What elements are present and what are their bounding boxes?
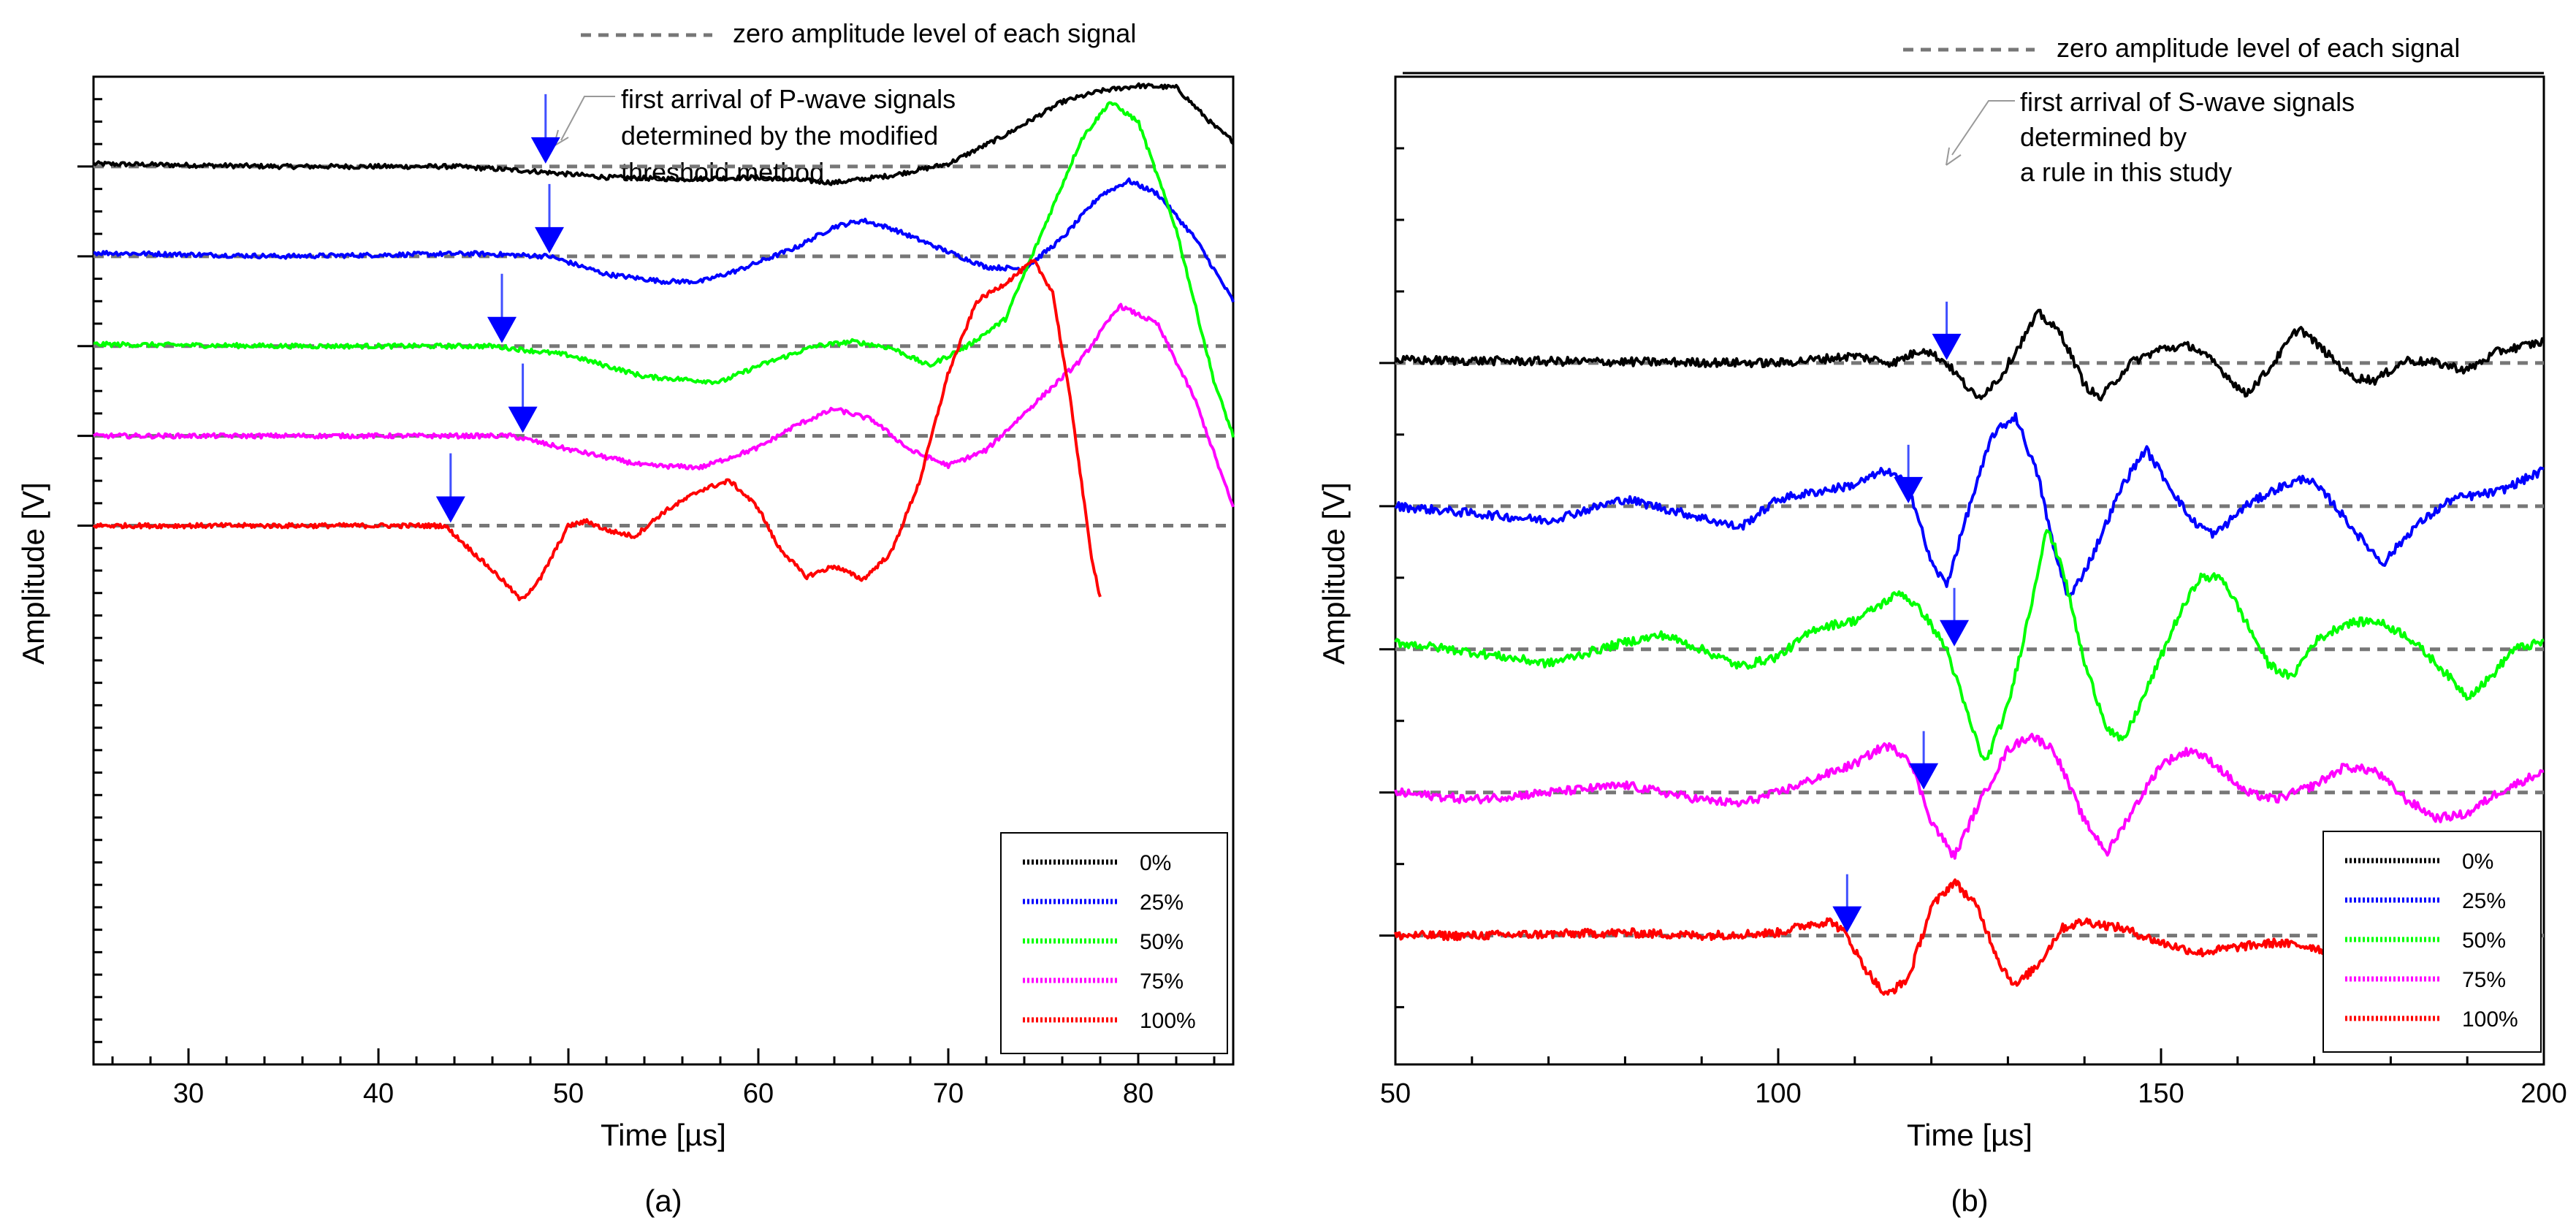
panel-b-series-50%: [1394, 529, 2545, 761]
panel-b-arrival-arrow-75%: [1909, 763, 1939, 790]
panel-a-legend-label-100%: 100%: [1140, 1009, 1196, 1033]
panel-a-arrival-note-line-1: first arrival of P-wave signals: [621, 84, 956, 114]
panel-a-series-0%: [92, 82, 1235, 186]
panel-b-legend-label-25%: 25%: [2462, 889, 2506, 913]
panel-a-arrival-arrow-25%: [535, 226, 564, 254]
panel-b-arrival-arrow-25%: [1894, 476, 1924, 503]
panel-a: zero amplitude level of each signal firs…: [16, 18, 1235, 1218]
panel-a-series-75%: [92, 302, 1235, 508]
panel-b-x-tick-label: 150: [2138, 1078, 2184, 1109]
panel-a-axes: 30 40 50 60 70 80: [77, 75, 1216, 1109]
panel-a-x-axis-title: Time [µs]: [601, 1118, 726, 1152]
panel-b-axes: 50 100 150 200: [1379, 75, 2567, 1109]
panel-a-x-tick-label: 60: [743, 1078, 774, 1109]
panel-b-arrival-note-line-3: a rule in this study: [2020, 157, 2232, 187]
panel-a-series-100%: [92, 259, 1102, 601]
panel-b-series-0%: [1394, 308, 2545, 402]
panel-b-arrival-note-line-1: first arrival of S-wave signals: [2020, 87, 2355, 117]
panel-a-zero-note: zero amplitude level of each signal: [581, 18, 1136, 48]
panel-a-zero-note-text: zero amplitude level of each signal: [733, 18, 1136, 48]
panel-a-arrival-note-line-2: determined by the modified: [621, 121, 938, 150]
panel-b-x-tick-label: 100: [1755, 1078, 1801, 1109]
panel-b-legend-label-50%: 50%: [2462, 929, 2506, 953]
panel-b-arrival-leader: [1951, 100, 2015, 156]
panel-b-x-tick-label: 50: [1380, 1078, 1411, 1109]
panel-a-legend-label-75%: 75%: [1140, 969, 1184, 994]
panel-a-legend-label-25%: 25%: [1140, 891, 1184, 915]
panel-b-y-axis-title: Amplitude [V]: [1316, 482, 1351, 665]
panel-b-arrival-arrow-0%: [1932, 333, 1962, 360]
panel-a-x-tick-label: 50: [553, 1078, 584, 1109]
panel-a-arrival-note: first arrival of P-wave signals determin…: [553, 84, 956, 187]
panel-a-y-axis-title: Amplitude [V]: [16, 482, 50, 665]
panel-b-arrival-arrow-100%: [1832, 906, 1862, 933]
panel-a-legend: 0% 25% 50% 75% 100%: [1000, 832, 1228, 1054]
panel-a-arrival-arrow-0%: [530, 137, 560, 164]
panel-a-arrival-arrow-50%: [487, 316, 517, 343]
panel-a-legend-box: [1000, 832, 1228, 1054]
panel-b-arrival-arrow-50%: [1940, 620, 1970, 647]
panel-b-series-75%: [1394, 733, 2545, 860]
panel-a-arrival-leader: [560, 96, 615, 141]
panel-b-zero-note-text: zero amplitude level of each signal: [2057, 33, 2460, 63]
panel-a-x-tick-label: 80: [1123, 1078, 1154, 1109]
panel-b-legend-label-75%: 75%: [2462, 968, 2506, 992]
panel-a-x-tick-label: 40: [363, 1078, 394, 1109]
panel-b: zero amplitude level of each signal firs…: [1316, 33, 2567, 1218]
panel-a-series-25%: [93, 177, 1235, 303]
panel-a-arrival-note-line-3: threshold method: [621, 157, 824, 187]
panel-a-arrival-arrows: [435, 94, 564, 523]
panel-b-arrival-note: first arrival of S-wave signals determin…: [1946, 87, 2355, 187]
panel-a-series-50%: [93, 101, 1235, 438]
panel-b-caption: (b): [1951, 1184, 1988, 1218]
panel-a-legend-label-50%: 50%: [1140, 930, 1184, 954]
panel-a-arrival-arrow-75%: [508, 406, 538, 433]
panel-b-series-100%: [1394, 878, 2339, 996]
panel-a-legend-label-0%: 0%: [1140, 851, 1171, 875]
panel-b-plot-frame: [1394, 75, 2545, 1066]
panel-b-series-25%: [1394, 412, 2545, 598]
panel-a-x-tick-label: 70: [933, 1078, 964, 1109]
panel-b-arrival-note-line-2: determined by: [2020, 122, 2187, 152]
panel-a-arrival-arrow-100%: [435, 496, 465, 523]
panel-b-x-tick-label: 200: [2520, 1078, 2567, 1109]
panel-b-legend-label-0%: 0%: [2462, 850, 2493, 874]
panel-b-zero-note: zero amplitude level of each signal: [1403, 33, 2544, 75]
panel-b-arrival-arrows: [1832, 301, 1970, 933]
panel-a-caption: (a): [644, 1184, 682, 1218]
panel-b-legend: 0% 25% 50% 75% 100%: [2322, 831, 2542, 1053]
panel-a-x-tick-label: 30: [173, 1078, 204, 1109]
panel-b-x-axis-title: Time [µs]: [1907, 1118, 2032, 1152]
panel-a-series: [92, 82, 1235, 601]
panel-b-legend-label-100%: 100%: [2462, 1007, 2518, 1032]
panel-b-arrival-leader-head: [1946, 147, 1962, 166]
